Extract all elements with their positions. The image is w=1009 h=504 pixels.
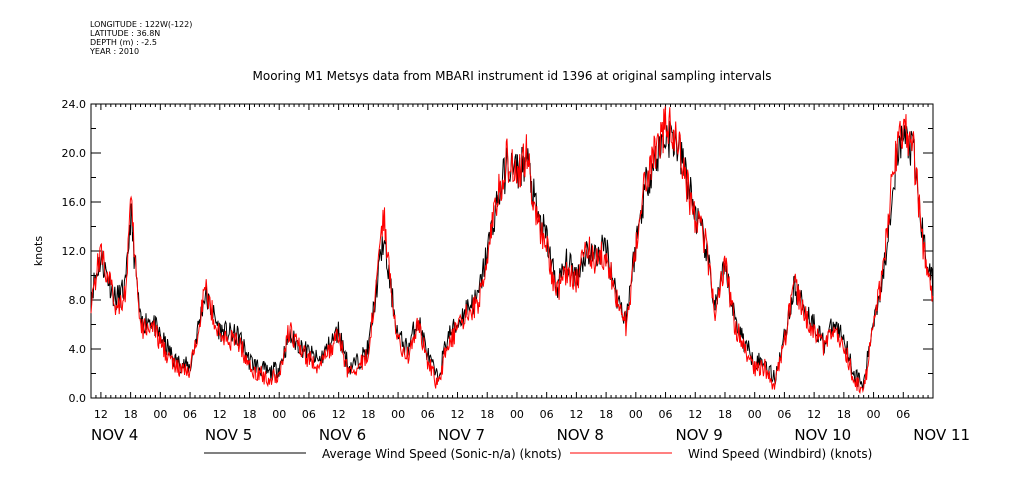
x-tick-label: 12	[688, 408, 702, 421]
y-tick-label: 0.0	[69, 392, 87, 405]
x-tick-label: 18	[480, 408, 494, 421]
x-tick-label: 06	[896, 408, 910, 421]
chart-title: Mooring M1 Metsys data from MBARI instru…	[253, 69, 772, 83]
x-date-label: NOV 6	[319, 426, 366, 444]
x-tick-label: 00	[867, 408, 881, 421]
x-tick-label: 06	[183, 408, 197, 421]
x-tick-label: 18	[242, 408, 256, 421]
year-label: YEAR : 2010	[90, 47, 140, 56]
x-date-label: NOV 4	[91, 426, 138, 444]
x-tick-label: 18	[718, 408, 732, 421]
x-date-label: NOV 8	[557, 426, 604, 444]
series-line-windbird-wind-speed	[90, 106, 934, 394]
x-tick-label: 00	[629, 408, 643, 421]
x-tick-label: 00	[153, 408, 167, 421]
x-date-label: NOV 9	[675, 426, 722, 444]
y-tick-label: 20.0	[62, 147, 87, 160]
x-tick-label: 12	[569, 408, 583, 421]
x-date-label: NOV 5	[205, 426, 252, 444]
latitude-label: LATITUDE : 36.8N	[90, 29, 161, 38]
y-tick-label: 8.0	[69, 294, 87, 307]
plot-frame	[90, 103, 934, 399]
x-tick-label: 06	[421, 408, 435, 421]
axes: 12 18 00 06 12 18 00 06 12 18 00 06 12 18 00 06 12 18 00 06…	[62, 98, 971, 444]
x-date-label: NOV 10	[794, 426, 851, 444]
metadata-block: LONGITUDE : 122W(-122) LATITUDE : 36.8N …	[90, 20, 192, 56]
x-tick-label: 00	[748, 408, 762, 421]
x-tick-label: 18	[124, 408, 138, 421]
y-tick-label: 4.0	[69, 343, 87, 356]
x-tick-label: 18	[361, 408, 375, 421]
x-tick-label: 00	[510, 408, 524, 421]
x-tick-label: 00	[391, 408, 405, 421]
x-tick-label: 12	[213, 408, 227, 421]
x-tick-label: 12	[807, 408, 821, 421]
y-tick-label: 16.0	[62, 196, 87, 209]
y-tick-label: 24.0	[62, 98, 87, 111]
x-tick-label: 00	[272, 408, 286, 421]
x-tick-label: 06	[302, 408, 316, 421]
x-tick-label: 12	[451, 408, 465, 421]
x-tick-label: 06	[540, 408, 554, 421]
y-axis-label: knots	[32, 236, 45, 266]
x-tick-label: 18	[837, 408, 851, 421]
legend: Average Wind Speed (Sonic-n/a) (knots) W…	[204, 447, 872, 461]
longitude-label: LONGITUDE : 122W(-122)	[90, 20, 193, 29]
x-tick-label: 12	[94, 408, 108, 421]
x-date-label: NOV 11	[913, 426, 970, 444]
depth-label: DEPTH (m) : -2.5	[90, 38, 157, 47]
x-tick-label: 06	[777, 408, 791, 421]
series-layer	[90, 106, 934, 394]
legend-label-avg: Average Wind Speed (Sonic-n/a) (knots)	[322, 447, 562, 461]
x-date-label: NOV 7	[438, 426, 485, 444]
x-tick-label: 18	[599, 408, 613, 421]
x-tick-label: 12	[332, 408, 346, 421]
y-tick-label: 12.0	[62, 245, 87, 258]
legend-label-windbird: Wind Speed (Windbird) (knots)	[688, 447, 872, 461]
x-tick-label: 06	[659, 408, 673, 421]
